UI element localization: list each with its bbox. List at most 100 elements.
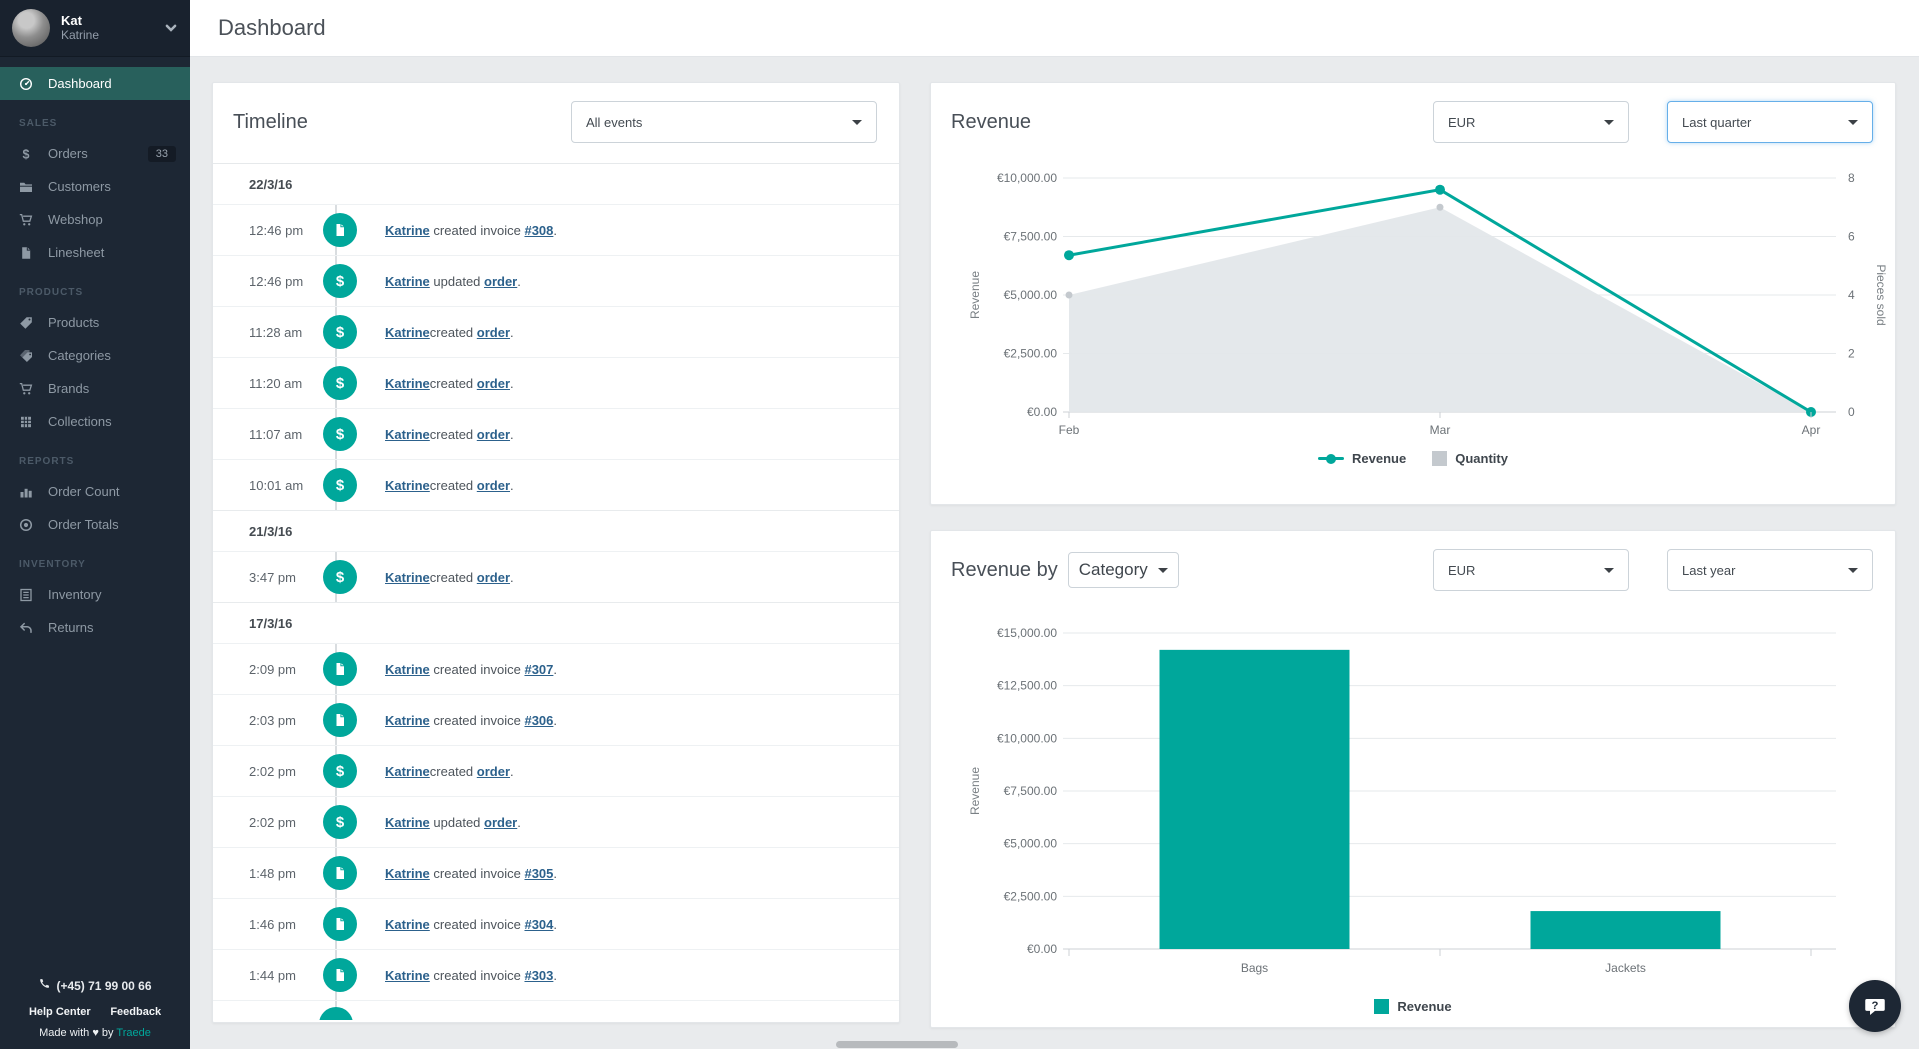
sidebar-item-linesheet[interactable]: Linesheet (0, 236, 190, 269)
timeline-filter-select[interactable]: All events (571, 101, 877, 143)
invoice-icon (323, 907, 357, 941)
timeline-card-header: Timeline All events (213, 83, 899, 164)
sidebar-item-dashboard[interactable]: Dashboard (0, 67, 190, 100)
timeline-event: 10:01 am $ Katrinecreated order. (213, 459, 899, 510)
target-icon (19, 518, 35, 532)
chevron-down-icon (164, 21, 178, 35)
actor-link[interactable]: Katrine (385, 661, 430, 677)
actor-link[interactable]: Katrine (385, 273, 430, 289)
target-link[interactable]: order (476, 477, 511, 493)
target-link[interactable]: #306 (524, 712, 554, 728)
svg-text:€10,000.00: €10,000.00 (997, 171, 1057, 185)
phone-number: (+45) 71 99 00 66 (56, 978, 152, 993)
event-text: Katrinecreated order. (385, 569, 514, 585)
target-link[interactable]: #305 (524, 865, 554, 881)
collections-icon (19, 415, 35, 429)
actor-link[interactable]: Katrine (385, 916, 430, 932)
target-link[interactable]: order (476, 763, 511, 779)
event-time: 1:46 pm (249, 916, 296, 932)
target-link[interactable]: #303 (524, 967, 554, 983)
dollar-icon: $ (323, 315, 357, 349)
traede-brand-link[interactable]: Traede (116, 1027, 151, 1039)
sidebar-item-products[interactable]: Products (0, 306, 190, 339)
sidebar-item-webshop[interactable]: Webshop (0, 203, 190, 236)
sidebar-item-order-totals[interactable]: Order Totals (0, 508, 190, 541)
revenue-by-dimension-select[interactable]: Category (1067, 552, 1179, 588)
sidebar-item-inventory[interactable]: Inventory (0, 578, 190, 611)
sidebar-item-orders[interactable]: $ Orders 33 (0, 137, 190, 170)
event-text: Katrinecreated order. (385, 324, 514, 340)
revenue-currency-value: EUR (1448, 114, 1476, 130)
sidebar-item-brands[interactable]: Brands (0, 372, 190, 405)
target-link[interactable]: order (484, 273, 518, 289)
target-link[interactable]: order (476, 375, 511, 391)
list-icon (19, 588, 35, 602)
legend-square-marker (1374, 999, 1390, 1014)
sidebar-item-customers[interactable]: Customers (0, 170, 190, 203)
actor-link[interactable]: Katrine (385, 865, 430, 881)
legend-square-marker (1432, 451, 1448, 466)
sidebar-item-collections[interactable]: Collections (0, 405, 190, 438)
svg-text:6: 6 (1848, 230, 1855, 244)
actor-link[interactable]: Katrine (385, 324, 430, 340)
revenue-by-card: Revenue by Category EUR Last year €0.00 €… (930, 530, 1896, 1028)
credit-mid: by (101, 1027, 114, 1039)
target-link[interactable]: #307 (524, 661, 554, 677)
revenue-by-period-select[interactable]: Last year (1667, 549, 1873, 591)
timeline-event: 2:09 pm Katrine created invoice #307. (213, 643, 899, 694)
target-link[interactable]: order (476, 324, 511, 340)
main-content: Timeline All events 22/3/16 12:46 pm Katri… (190, 57, 1919, 1049)
actor-link[interactable]: Katrine (385, 967, 430, 983)
event-text: Katrine updated order. (385, 814, 521, 830)
revenue-line-chart: €0.00 €2,500.00 €5,000.00 €7,500.00 €10,000.… (931, 153, 1895, 445)
sidebar-item-returns[interactable]: Returns (0, 611, 190, 644)
event-time: 3:47 pm (249, 569, 296, 585)
event-text: Katrine updated order. (385, 273, 521, 289)
event-text: Katrine created invoice #303. (385, 967, 558, 983)
revenue-by-currency-select[interactable]: EUR (1433, 549, 1629, 591)
dollar-icon: $ (323, 468, 357, 502)
timeline-filter-value: All events (586, 114, 643, 130)
sidebar-item-label: Brands (48, 381, 90, 396)
sidebar-nav: Dashboard SALES $ Orders 33 Customers Webshop L… (0, 57, 190, 978)
svg-text:Bags: Bags (1241, 961, 1268, 975)
legend-item: Quantity (1432, 451, 1508, 466)
target-link[interactable]: order (476, 569, 511, 585)
actor-link[interactable]: Katrine (385, 712, 430, 728)
target-link[interactable]: #308 (524, 222, 554, 238)
help-button[interactable]: ? (1849, 980, 1901, 1032)
svg-text:€7,500.00: €7,500.00 (1004, 784, 1058, 798)
dollar-icon: $ (323, 264, 357, 298)
sidebar-item-order-count[interactable]: Order Count (0, 475, 190, 508)
revenue-currency-select[interactable]: EUR (1433, 101, 1629, 143)
target-link[interactable]: order (476, 426, 511, 442)
actor-link[interactable]: Katrine (385, 477, 430, 493)
sidebar-item-categories[interactable]: Categories (0, 339, 190, 372)
sidebar-item-label: Webshop (48, 212, 103, 227)
user-menu[interactable]: Kat Katrine (0, 0, 190, 57)
event-text: Katrine created invoice #307. (385, 661, 558, 677)
actor-link[interactable]: Katrine (385, 426, 430, 442)
feedback-link[interactable]: Feedback (110, 1006, 162, 1018)
revenue-by-card-header: Revenue by Category EUR Last year (931, 531, 1895, 601)
credit-line: Made with ♥ by Traede (10, 1027, 180, 1039)
nav-section-label: INVENTORY (19, 559, 86, 570)
target-link[interactable]: #304 (524, 916, 554, 932)
actor-link[interactable]: Katrine (385, 763, 430, 779)
actor-link[interactable]: Katrine (385, 222, 430, 238)
legend-item: Revenue (1318, 451, 1406, 466)
sidebar-item-label: Order Totals (48, 517, 119, 532)
revenue-by-period-value: Last year (1682, 562, 1736, 578)
help-center-link[interactable]: Help Center (28, 1006, 91, 1018)
revenue-period-select[interactable]: Last quarter (1667, 101, 1873, 143)
target-link[interactable]: order (484, 814, 518, 830)
actor-link[interactable]: Katrine (385, 814, 430, 830)
actor-link[interactable]: Katrine (385, 569, 430, 585)
event-text: Katrinecreated order. (385, 426, 514, 442)
dollar-icon: $ (323, 417, 357, 451)
horizontal-scrollbar-thumb[interactable] (836, 1041, 958, 1048)
actor-link[interactable]: Katrine (385, 375, 430, 391)
sidebar-item-label: Products (48, 315, 100, 330)
timeline-date-header: 17/3/16 (213, 602, 899, 643)
footer-links: Help Center Feedback (10, 1003, 180, 1018)
